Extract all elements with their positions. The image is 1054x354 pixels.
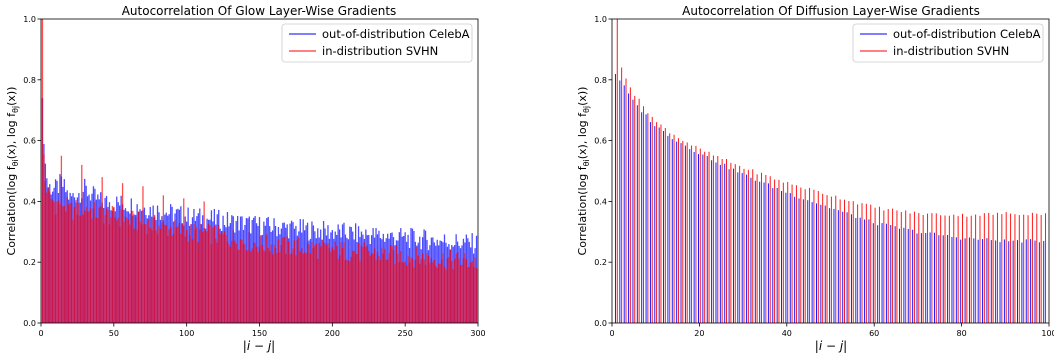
diffusion-x-tick-label: 0 — [609, 329, 614, 338]
diffusion-legend-box — [852, 23, 1044, 63]
diffusion-y-tick-label: 0.8 — [594, 76, 607, 85]
diffusion-y-tick-label: 0.2 — [594, 258, 607, 267]
glow-legend-box — [281, 23, 473, 63]
diffusion-axes-frame — [611, 18, 1050, 324]
diffusion-x-tick-label: 100 — [1041, 329, 1054, 338]
diffusion-legend-svhn-label: in-distribution SVHN — [893, 44, 1009, 58]
glow-y-axis-label: Correlation(log fθi(x), log fθj(x)) — [5, 87, 20, 256]
diffusion-x-axis-label: |i − j| — [815, 339, 847, 353]
diffusion-x-tick-label: 40 — [782, 329, 792, 338]
glow-chart: Autocorrelation Of Glow Layer-Wise Gradi… — [5, 4, 486, 353]
glow-plot-area — [41, 19, 478, 323]
glow-legend-svhn-label: in-distribution SVHN — [322, 44, 438, 58]
glow-x-tick-label: 50 — [109, 329, 119, 338]
diffusion-y-axis-label: Correlation(log fθi(x), log fθj(x)) — [576, 87, 591, 256]
glow-ticks: 0 50 100 150 200 250 300 0.0 0.2 0.4 0.6 0.8 1.0 — [23, 15, 485, 338]
glow-y-tick-label: 0.2 — [23, 258, 36, 267]
glow-x-tick-label: 150 — [252, 329, 267, 338]
diffusion-y-tick-label: 0.0 — [594, 319, 607, 328]
glow-x-tick-label: 200 — [325, 329, 340, 338]
diffusion-x-tick-label: 60 — [869, 329, 879, 338]
diffusion-chart-title: Autocorrelation Of Diffusion Layer-Wise … — [682, 4, 980, 18]
diffusion-legend: out-of-distribution CelebA in-distributi… — [852, 23, 1044, 63]
glow-legend: out-of-distribution CelebA in-distributi… — [281, 23, 473, 63]
glow-y-tick-label: 0.0 — [23, 319, 36, 328]
diffusion-x-tick-label: 20 — [694, 329, 704, 338]
diffusion-chart: Autocorrelation Of Diffusion Layer-Wise … — [576, 4, 1054, 353]
glow-y-tick-label: 0.6 — [23, 137, 36, 146]
glow-x-tick-label: 0 — [38, 329, 43, 338]
glow-x-tick-label: 100 — [179, 329, 194, 338]
diffusion-x-tick-label: 80 — [957, 329, 967, 338]
glow-x-axis-label: |i − j| — [243, 339, 275, 353]
diffusion-y-tick-label: 0.6 — [594, 137, 607, 146]
diffusion-legend-celeba-label: out-of-distribution CelebA — [893, 27, 1041, 41]
diffusion-y-tick-label: 1.0 — [594, 15, 607, 24]
diffusion-ticks: 0 20 40 60 80 100 0.0 0.2 0.4 0.6 0.8 1.0 — [594, 15, 1054, 338]
glow-y-tick-label: 0.4 — [23, 197, 36, 206]
glow-y-tick-label: 1.0 — [23, 15, 36, 24]
glow-x-tick-label: 250 — [398, 329, 413, 338]
glow-chart-title: Autocorrelation Of Glow Layer-Wise Gradi… — [122, 4, 397, 18]
diffusion-y-tick-label: 0.4 — [594, 197, 607, 206]
glow-y-tick-label: 0.8 — [23, 76, 36, 85]
glow-legend-celeba-label: out-of-distribution CelebA — [322, 27, 470, 41]
diffusion-plot-area — [614, 19, 1047, 323]
glow-x-tick-label: 300 — [470, 329, 485, 338]
